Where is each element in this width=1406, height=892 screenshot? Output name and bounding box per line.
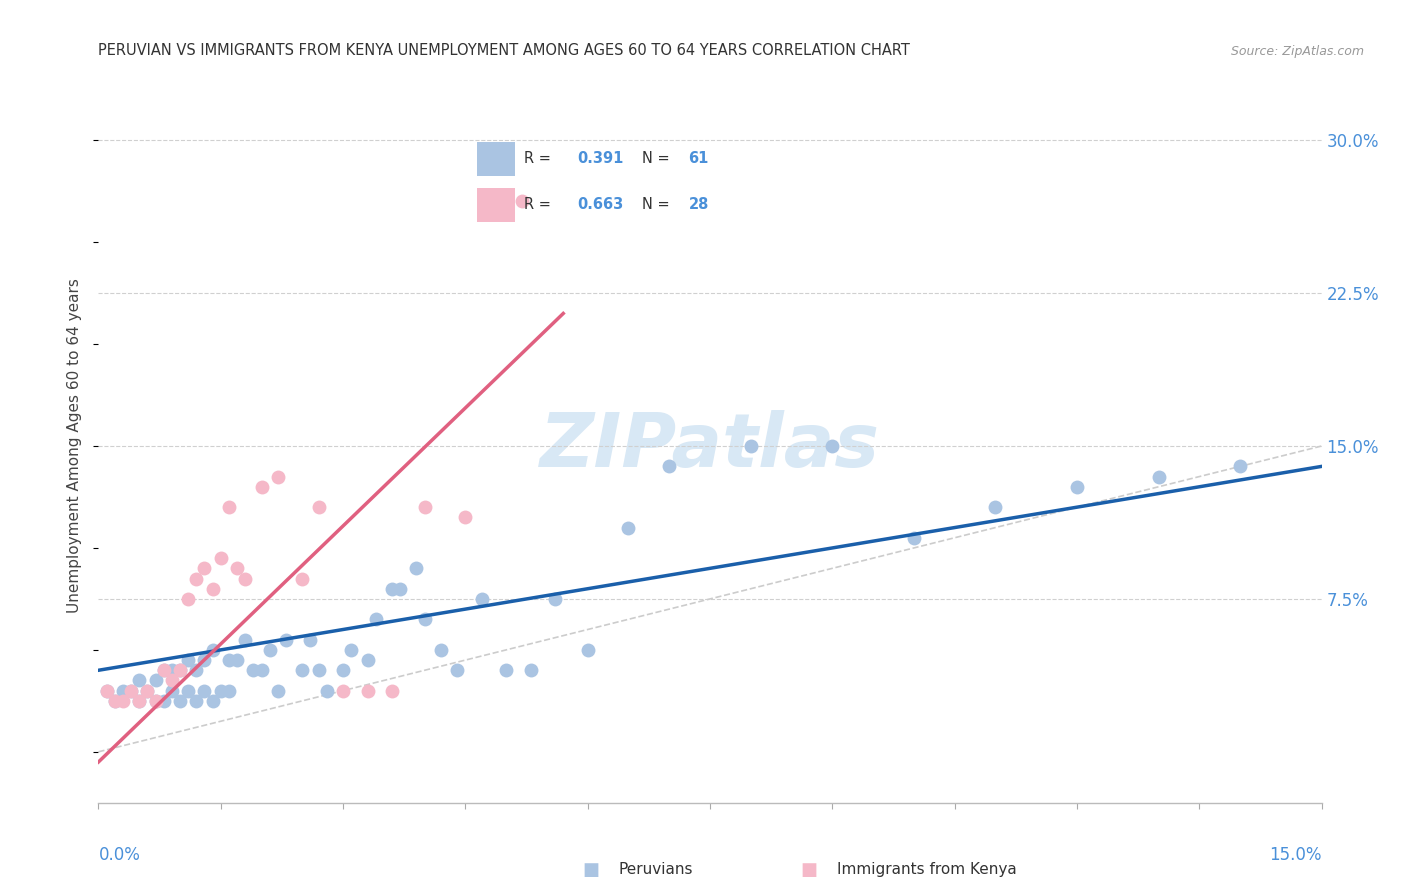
Point: [104, 694, 127, 708]
Point: [136, 683, 159, 698]
Point: [160, 673, 183, 688]
Point: [233, 572, 256, 586]
Point: [519, 663, 541, 677]
Point: [145, 673, 167, 688]
Point: [1066, 480, 1088, 494]
Point: [356, 683, 378, 698]
Point: [177, 653, 200, 667]
Point: [430, 643, 453, 657]
Text: Source: ZipAtlas.com: Source: ZipAtlas.com: [1230, 45, 1364, 58]
Point: [152, 663, 174, 677]
Point: [413, 612, 436, 626]
Point: [332, 683, 354, 698]
Point: [471, 591, 494, 606]
Point: [111, 694, 134, 708]
Point: [136, 683, 159, 698]
Point: [405, 561, 427, 575]
Point: [267, 469, 290, 483]
Text: Immigrants from Kenya: Immigrants from Kenya: [837, 863, 1017, 877]
Point: [413, 500, 436, 515]
Point: [201, 694, 224, 708]
Text: ■: ■: [800, 861, 817, 879]
Point: [152, 694, 174, 708]
Point: [160, 683, 183, 698]
Point: [1147, 469, 1170, 483]
Point: [209, 551, 232, 566]
Text: 0.0%: 0.0%: [98, 846, 141, 863]
Point: [193, 561, 215, 575]
Point: [291, 572, 314, 586]
Text: PERUVIAN VS IMMIGRANTS FROM KENYA UNEMPLOYMENT AMONG AGES 60 TO 64 YEARS CORRELA: PERUVIAN VS IMMIGRANTS FROM KENYA UNEMPL…: [98, 43, 910, 58]
Point: [308, 663, 330, 677]
Point: [1229, 459, 1251, 474]
Point: [291, 663, 314, 677]
Point: [226, 653, 249, 667]
Point: [389, 582, 412, 596]
Point: [186, 663, 208, 677]
Point: [544, 591, 567, 606]
Point: [96, 683, 118, 698]
Point: [104, 694, 127, 708]
Point: [381, 683, 404, 698]
Y-axis label: Unemployment Among Ages 60 to 64 years: Unemployment Among Ages 60 to 64 years: [67, 278, 83, 614]
Point: [177, 683, 200, 698]
Point: [218, 653, 240, 667]
Point: [617, 520, 640, 534]
Text: Peruvians: Peruvians: [619, 863, 693, 877]
Point: [128, 694, 150, 708]
Point: [446, 663, 468, 677]
Point: [145, 694, 167, 708]
Point: [299, 632, 322, 647]
Point: [169, 663, 191, 677]
Point: [250, 663, 273, 677]
Point: [152, 663, 174, 677]
Point: [128, 673, 150, 688]
Point: [364, 612, 387, 626]
Point: [821, 439, 844, 453]
Point: [984, 500, 1007, 515]
Point: [186, 572, 208, 586]
Point: [308, 500, 330, 515]
Point: [169, 663, 191, 677]
Point: [218, 683, 240, 698]
Point: [315, 683, 337, 698]
Point: [250, 480, 273, 494]
Point: [193, 683, 215, 698]
Point: [332, 663, 354, 677]
Point: [340, 643, 363, 657]
Text: ■: ■: [582, 861, 599, 879]
Point: [160, 663, 183, 677]
Point: [186, 694, 208, 708]
Point: [111, 683, 134, 698]
Point: [120, 683, 142, 698]
Point: [226, 561, 249, 575]
Point: [658, 459, 681, 474]
Point: [145, 694, 167, 708]
Point: [96, 683, 118, 698]
Point: [576, 643, 599, 657]
Point: [233, 632, 256, 647]
Point: [218, 500, 240, 515]
Point: [209, 683, 232, 698]
Point: [201, 582, 224, 596]
Point: [193, 653, 215, 667]
Point: [242, 663, 264, 677]
Point: [267, 683, 290, 698]
Point: [274, 632, 297, 647]
Point: [169, 694, 191, 708]
Point: [740, 439, 762, 453]
Text: 15.0%: 15.0%: [1270, 846, 1322, 863]
Point: [259, 643, 281, 657]
Point: [512, 194, 534, 209]
Point: [201, 643, 224, 657]
Point: [128, 694, 150, 708]
Point: [454, 510, 477, 524]
Point: [381, 582, 404, 596]
Point: [177, 591, 200, 606]
Text: ZIPatlas: ZIPatlas: [540, 409, 880, 483]
Point: [903, 531, 925, 545]
Point: [120, 683, 142, 698]
Point: [495, 663, 517, 677]
Point: [356, 653, 378, 667]
